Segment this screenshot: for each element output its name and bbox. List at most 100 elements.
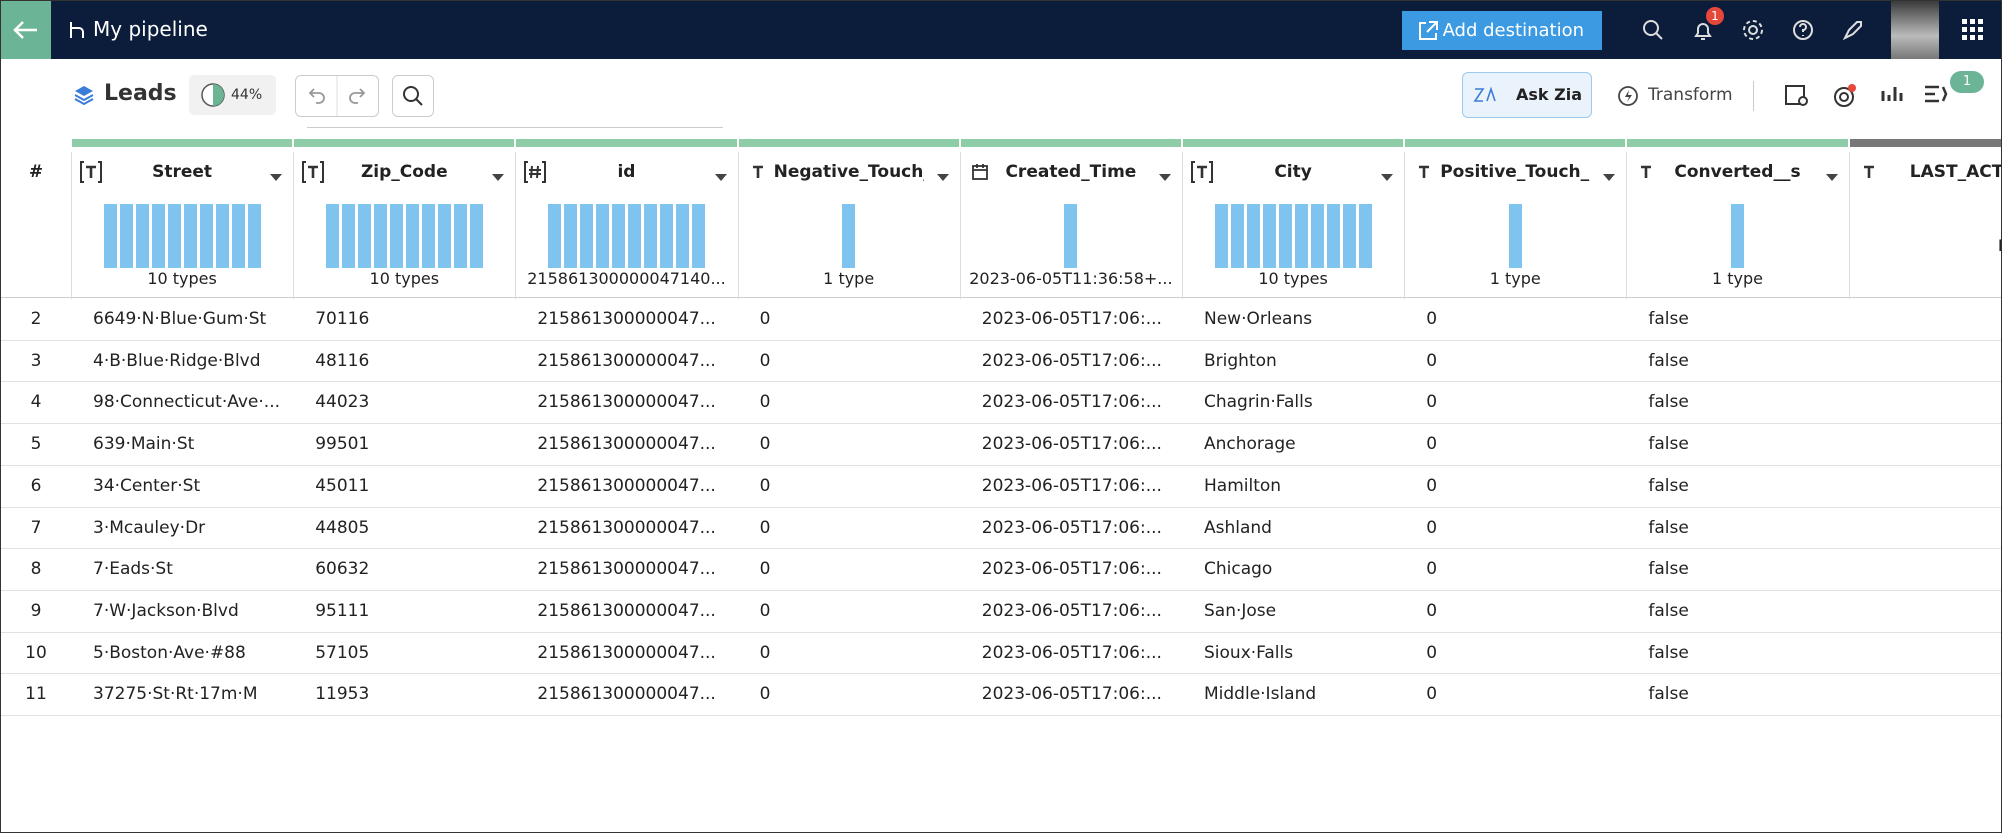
cell[interactable]: 215861300000047... (537, 475, 716, 496)
column-menu[interactable] (491, 167, 505, 181)
cell[interactable]: false (1648, 434, 1689, 455)
cell[interactable]: false (1648, 642, 1689, 663)
cell[interactable]: 0 (1426, 309, 1438, 329)
ask-zia-button[interactable] (1462, 72, 1592, 118)
cell[interactable]: Hamilton (1204, 475, 1282, 496)
cell[interactable]: 2023-06-05T17:06:... (981, 434, 1162, 455)
cell[interactable]: 0 (1426, 559, 1438, 580)
cell[interactable]: 639·Main·St (93, 434, 195, 455)
cell[interactable]: 2023-06-05T17:06:... (981, 392, 1162, 413)
cell[interactable]: 0 (759, 559, 771, 580)
cell[interactable]: false (1648, 350, 1689, 371)
cell[interactable]: false (1648, 392, 1689, 413)
search-button[interactable] (392, 75, 434, 117)
cell[interactable]: 4·B·Blue·Ridge·Blvd (93, 350, 261, 371)
cell[interactable]: 215861300000047... (537, 517, 716, 538)
cell[interactable]: 0 (1426, 642, 1438, 663)
cell[interactable]: 45011 (315, 475, 370, 496)
cell[interactable]: 6649·N·Blue·Gum·St (93, 309, 267, 329)
cell[interactable]: false (1648, 600, 1689, 621)
cell[interactable]: 5·Boston·Ave·#88 (93, 642, 246, 663)
cell[interactable]: 0 (759, 517, 771, 538)
cell[interactable]: 0 (759, 684, 771, 705)
settings-icon[interactable] (1741, 18, 1765, 42)
cell[interactable]: 0 (1426, 517, 1438, 538)
target-icon[interactable] (1832, 83, 1858, 109)
cell[interactable]: 34·Center·St (93, 475, 201, 496)
cell[interactable]: 215861300000047... (537, 434, 716, 455)
column-header[interactable]: Street (152, 162, 213, 182)
column-header[interactable]: Positive_Touch_P... (1440, 162, 1590, 182)
cell[interactable]: 95111 (315, 600, 370, 621)
add-destination-button[interactable]: Add destination (1402, 11, 1602, 50)
column-header[interactable]: Created_Time (1005, 162, 1137, 182)
cell[interactable]: 0 (1426, 434, 1438, 455)
column-menu[interactable] (1158, 167, 1172, 181)
cell[interactable]: 70116 (315, 309, 370, 329)
cell[interactable]: Chagrin·Falls (1204, 392, 1313, 413)
cell[interactable]: 215861300000047... (537, 392, 716, 413)
cell[interactable]: 2023-06-05T17:06:... (981, 559, 1162, 580)
rocket-icon[interactable] (1841, 18, 1865, 42)
cell[interactable]: Sioux·Falls (1204, 642, 1294, 663)
cell[interactable]: 0 (759, 475, 771, 496)
search-icon[interactable] (1641, 18, 1665, 42)
cell[interactable]: 98·Connecticut·Ave·... (93, 392, 281, 413)
column-menu[interactable] (1602, 167, 1616, 181)
column-header[interactable]: Negative_Touch_... (773, 162, 924, 182)
column-menu[interactable] (269, 167, 283, 181)
cell[interactable]: 44023 (315, 392, 370, 413)
cell[interactable]: 215861300000047... (537, 600, 716, 621)
cell[interactable]: 0 (759, 434, 771, 455)
cell[interactable]: 99501 (315, 434, 370, 455)
cell[interactable]: 7·Eads·St (93, 559, 173, 580)
cell[interactable]: 215861300000047... (537, 559, 716, 580)
column-header[interactable]: LAST_ACTI (1909, 162, 2002, 182)
cell[interactable]: New·Orleans (1204, 309, 1313, 329)
cell[interactable]: false (1648, 559, 1689, 580)
cell[interactable]: 60632 (315, 559, 370, 580)
column-menu[interactable] (1825, 167, 1839, 181)
cell[interactable]: 0 (759, 309, 771, 329)
cell[interactable]: 3·Mcauley·Dr (93, 517, 206, 538)
column-menu[interactable] (714, 167, 728, 181)
cell[interactable]: 0 (759, 392, 771, 413)
cell[interactable]: 215861300000047... (537, 642, 716, 663)
column-header[interactable]: Converted__s (1674, 162, 1801, 182)
cell[interactable]: false (1648, 475, 1689, 496)
cell[interactable]: 0 (1426, 475, 1438, 496)
cell[interactable]: 0 (759, 642, 771, 663)
cell[interactable]: 0 (1426, 684, 1438, 705)
help-icon[interactable] (1791, 18, 1815, 42)
column-menu[interactable] (936, 167, 950, 181)
cell[interactable]: 11953 (315, 684, 370, 705)
cell[interactable]: Ashland (1204, 517, 1272, 538)
transform-label[interactable]: Transform (1648, 85, 1733, 105)
cell[interactable]: 2023-06-05T17:06:... (981, 684, 1162, 705)
cell[interactable]: Anchorage (1204, 434, 1296, 455)
cell[interactable]: 2023-06-05T17:06:... (981, 350, 1162, 371)
cell[interactable]: 7·W·Jackson·Blvd (93, 600, 239, 621)
cell[interactable]: Brighton (1204, 350, 1277, 371)
cell[interactable]: 0 (759, 350, 771, 371)
cell[interactable]: false (1648, 517, 1689, 538)
cell[interactable]: 0 (1426, 350, 1438, 371)
cell[interactable]: 0 (759, 600, 771, 621)
cell[interactable]: 44805 (315, 517, 370, 538)
avatar[interactable] (1891, 1, 1939, 59)
stats-icon[interactable] (1879, 85, 1905, 107)
cell[interactable]: Chicago (1204, 559, 1273, 580)
cell[interactable]: 0 (1426, 600, 1438, 621)
cell[interactable]: Middle·Island (1204, 684, 1317, 705)
cell[interactable]: false (1648, 684, 1689, 705)
apps-icon[interactable] (1961, 18, 1985, 42)
cell[interactable]: 2023-06-05T17:06:... (981, 600, 1162, 621)
column-header[interactable]: id (617, 162, 636, 182)
cell[interactable]: 2023-06-05T17:06:... (981, 475, 1162, 496)
history-icon[interactable] (1923, 83, 1949, 107)
cell[interactable]: 2023-06-05T17:06:... (981, 642, 1162, 663)
cell[interactable]: 215861300000047... (537, 684, 716, 705)
back-button[interactable] (1, 1, 51, 59)
column-menu[interactable] (1380, 167, 1394, 181)
bell-icon[interactable] (1691, 19, 1715, 43)
